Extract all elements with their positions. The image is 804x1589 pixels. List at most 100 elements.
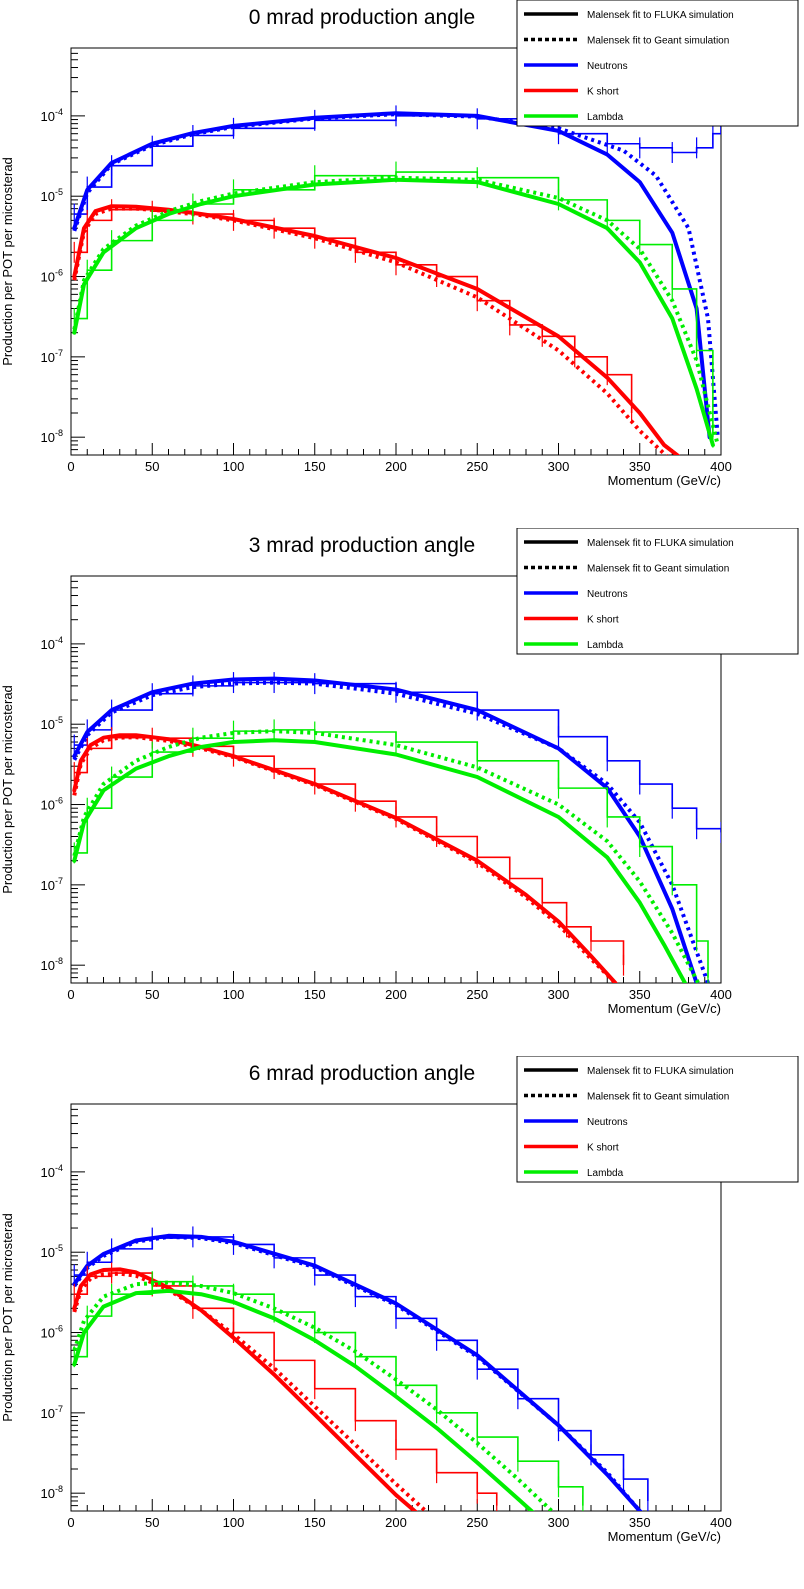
y-tick-label: 10-6 <box>41 1324 63 1341</box>
x-axis: 0 50 100 150 200 250 300 350 400 <box>67 971 732 1002</box>
y-tick-label: 10-4 <box>41 107 63 124</box>
x-tick-label: 300 <box>548 987 570 1002</box>
series-k-short-fluka-fit <box>72 733 618 983</box>
y-tick-label: 10-8 <box>41 1484 63 1501</box>
x-tick-label: 400 <box>710 459 732 474</box>
legend: Malensek fit to FLUKA simulation Malensek… <box>516 0 799 127</box>
series-k-short-fluka-fit <box>72 204 681 455</box>
y-axis: 10-8 10-7 10-6 10-5 10-4 <box>41 1103 85 1512</box>
legend-label: Malensek fit to FLUKA simulation <box>587 10 734 21</box>
series-neutrons-fluka-fit <box>72 111 712 440</box>
chart-panel-0mrad: 0 mrad production angle Production per PO… <box>0 0 804 528</box>
chart-title: 6 mrad production angle <box>249 1062 475 1085</box>
series-k-short-histogram <box>74 208 633 413</box>
legend: Malensek fit to FLUKA simulation Malensek… <box>516 527 799 655</box>
y-axis: 10-8 10-7 10-6 10-5 10-4 <box>41 575 85 984</box>
y-tick-label: 10-7 <box>41 348 63 365</box>
chart-title: 0 mrad production angle <box>249 6 475 29</box>
series-k-short-geant-fit <box>72 735 617 983</box>
chart-title: 3 mrad production angle <box>249 534 475 557</box>
x-tick-label: 100 <box>223 459 245 474</box>
series-lambda-geant-fit <box>72 175 720 446</box>
x-tick-label: 300 <box>548 1515 570 1530</box>
series-k-short-geant-fit <box>72 206 669 455</box>
series-lambda-fluka-fit <box>72 738 688 983</box>
x-axis-label: Momentum (GeV/c) <box>608 1001 721 1016</box>
series-lambda-histogram <box>74 1280 584 1506</box>
x-tick-label: 250 <box>466 987 488 1002</box>
chart-6mrad-svg: 6 mrad production angle Production per PO… <box>0 1055 799 1544</box>
chart-panel-6mrad: 6 mrad production angle Production per PO… <box>0 1055 804 1584</box>
y-tick-label: 10-6 <box>41 796 63 813</box>
x-axis: 0 50 100 150 200 250 300 350 400 <box>67 1499 732 1530</box>
y-tick-label: 10-7 <box>41 1404 63 1421</box>
legend-label: Malensek fit to FLUKA simulation <box>587 1066 734 1077</box>
y-axis-label: Production per POT per microsterad <box>0 157 15 366</box>
series-group <box>72 105 721 455</box>
x-tick-label: 200 <box>385 987 407 1002</box>
x-tick-label: 250 <box>466 1515 488 1530</box>
x-tick-label: 0 <box>67 1515 74 1530</box>
x-tick-label: 150 <box>304 987 326 1002</box>
series-neutrons-geant-fit <box>72 112 720 438</box>
y-tick-label: 10-8 <box>41 428 63 445</box>
x-tick-label: 50 <box>145 1515 159 1530</box>
x-axis-label: Momentum (GeV/c) <box>608 473 721 488</box>
legend-box <box>516 1055 799 1183</box>
series-k-short-fluka-fit <box>72 1267 418 1511</box>
chart-panel-3mrad: 3 mrad production angle Production per PO… <box>0 527 804 1056</box>
legend-label: Neutrons <box>587 589 628 600</box>
chart-3mrad-svg: 3 mrad production angle Production per PO… <box>0 527 799 1016</box>
y-tick-label: 10-5 <box>41 715 63 732</box>
series-k-short-histogram <box>74 736 625 966</box>
legend-label: Lambda <box>587 112 624 123</box>
y-tick-label: 10-4 <box>41 635 63 652</box>
legend-label: Malensek fit to Geant simulation <box>587 1092 729 1103</box>
series-group <box>72 1226 649 1511</box>
y-tick-label: 10-5 <box>41 1243 63 1260</box>
legend-label: Malensek fit to Geant simulation <box>587 564 729 575</box>
x-tick-label: 100 <box>223 1515 245 1530</box>
x-tick-label: 200 <box>385 1515 407 1530</box>
y-tick-label: 10-7 <box>41 876 63 893</box>
x-tick-label: 200 <box>385 459 407 474</box>
legend-label: Neutrons <box>587 61 628 72</box>
x-tick-label: 350 <box>629 459 651 474</box>
x-tick-label: 350 <box>629 1515 651 1530</box>
legend: Malensek fit to FLUKA simulation Malensek… <box>516 1055 799 1183</box>
legend-label: Lambda <box>587 640 624 651</box>
y-tick-label: 10-6 <box>41 268 63 285</box>
series-neutrons-histogram <box>74 115 721 215</box>
y-tick-label: 10-4 <box>41 1163 63 1180</box>
x-axis: 0 50 100 150 200 250 300 350 400 <box>67 443 732 474</box>
y-tick-label: 10-8 <box>41 956 63 973</box>
series-lambda-geant-fit <box>72 729 701 983</box>
series-lambda-fluka-fit <box>72 1288 535 1511</box>
legend-label: K short <box>587 615 619 626</box>
x-tick-label: 100 <box>223 987 245 1002</box>
legend-label: K short <box>587 87 619 98</box>
legend-label: K short <box>587 1143 619 1154</box>
series-neutrons-fluka-fit <box>72 1233 643 1511</box>
legend-box <box>516 527 799 655</box>
x-tick-label: 50 <box>145 987 159 1002</box>
x-tick-label: 400 <box>710 987 732 1002</box>
x-tick-label: 250 <box>466 459 488 474</box>
legend-box <box>516 0 799 127</box>
y-axis-label: Production per POT per microsterad <box>0 1213 15 1422</box>
x-tick-label: 50 <box>145 459 159 474</box>
x-tick-label: 350 <box>629 987 651 1002</box>
x-tick-label: 300 <box>548 459 570 474</box>
legend-label: Lambda <box>587 1168 624 1179</box>
series-neutrons-geant-fit <box>72 680 710 983</box>
legend-label: Malensek fit to FLUKA simulation <box>587 538 734 549</box>
legend-label: Neutrons <box>587 1117 628 1128</box>
x-tick-label: 150 <box>304 1515 326 1530</box>
series-lambda-geant-fit <box>72 1280 555 1511</box>
y-axis: 10-8 10-7 10-6 10-5 10-4 <box>41 47 85 456</box>
y-axis-label: Production per POT per microsterad <box>0 685 15 894</box>
series-group <box>72 672 721 983</box>
chart-0mrad-svg: 0 mrad production angle Production per PO… <box>0 0 799 488</box>
series-k-short-histogram <box>74 1272 498 1506</box>
y-tick-label: 10-5 <box>41 187 63 204</box>
